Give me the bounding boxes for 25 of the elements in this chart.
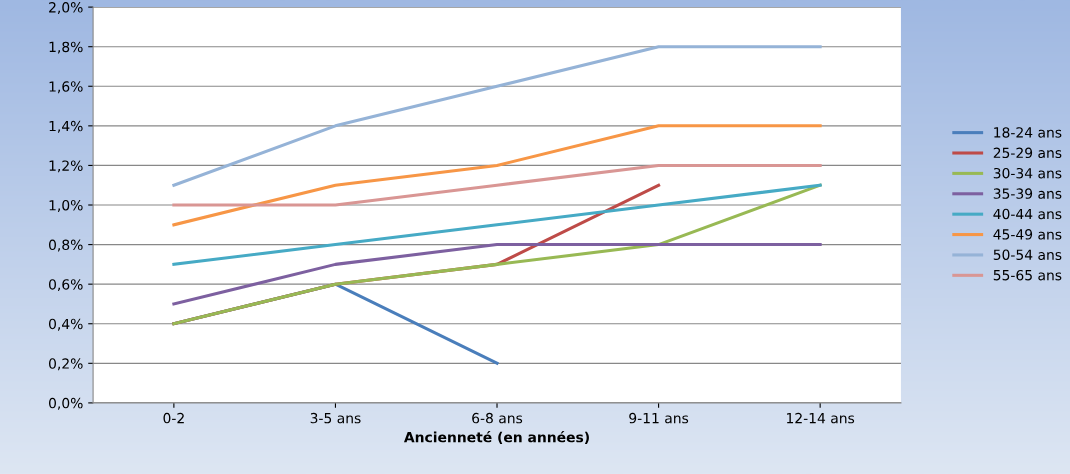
legend-label: 25-29 ans bbox=[993, 147, 1062, 159]
legend-label: 30-34 ans bbox=[993, 167, 1062, 179]
y-tick-label: 0,0% bbox=[49, 397, 83, 410]
legend-label: 40-44 ans bbox=[993, 208, 1062, 220]
y-tick-label: 1,2% bbox=[49, 160, 83, 173]
y-tick-label: 2,0% bbox=[49, 2, 83, 14]
legend-label: 50-54 ans bbox=[993, 249, 1062, 260]
y-tick-label: 1,0% bbox=[49, 199, 83, 212]
y-tick-label: 0,8% bbox=[49, 239, 83, 252]
legend-label: 18-24 ans bbox=[994, 127, 1062, 138]
x-tick-label: 6-8 ans bbox=[472, 412, 523, 424]
x-tick-label: 0-2 bbox=[163, 412, 184, 424]
y-tick-label: 1,6% bbox=[49, 81, 83, 94]
x-tick-label: 9-11 ans bbox=[629, 412, 689, 424]
y-tick-label: 0,6% bbox=[49, 279, 83, 292]
y-tick-label: 1,4% bbox=[49, 120, 83, 133]
legend-label: 45-49 ans bbox=[993, 229, 1062, 240]
legend-label: 35-39 ans bbox=[993, 188, 1062, 199]
x-tick-label: 12-14 ans bbox=[787, 412, 855, 424]
y-tick-label: 0,4% bbox=[49, 318, 83, 331]
y-tick-label: 1,8% bbox=[49, 41, 83, 54]
y-tick-label: 0,2% bbox=[49, 358, 83, 371]
x-axis-title: Ancienneté (en années) bbox=[403, 431, 589, 444]
x-tick-label: 3-5 ans bbox=[310, 412, 361, 424]
legend-label: 55-65 ans bbox=[993, 269, 1062, 281]
